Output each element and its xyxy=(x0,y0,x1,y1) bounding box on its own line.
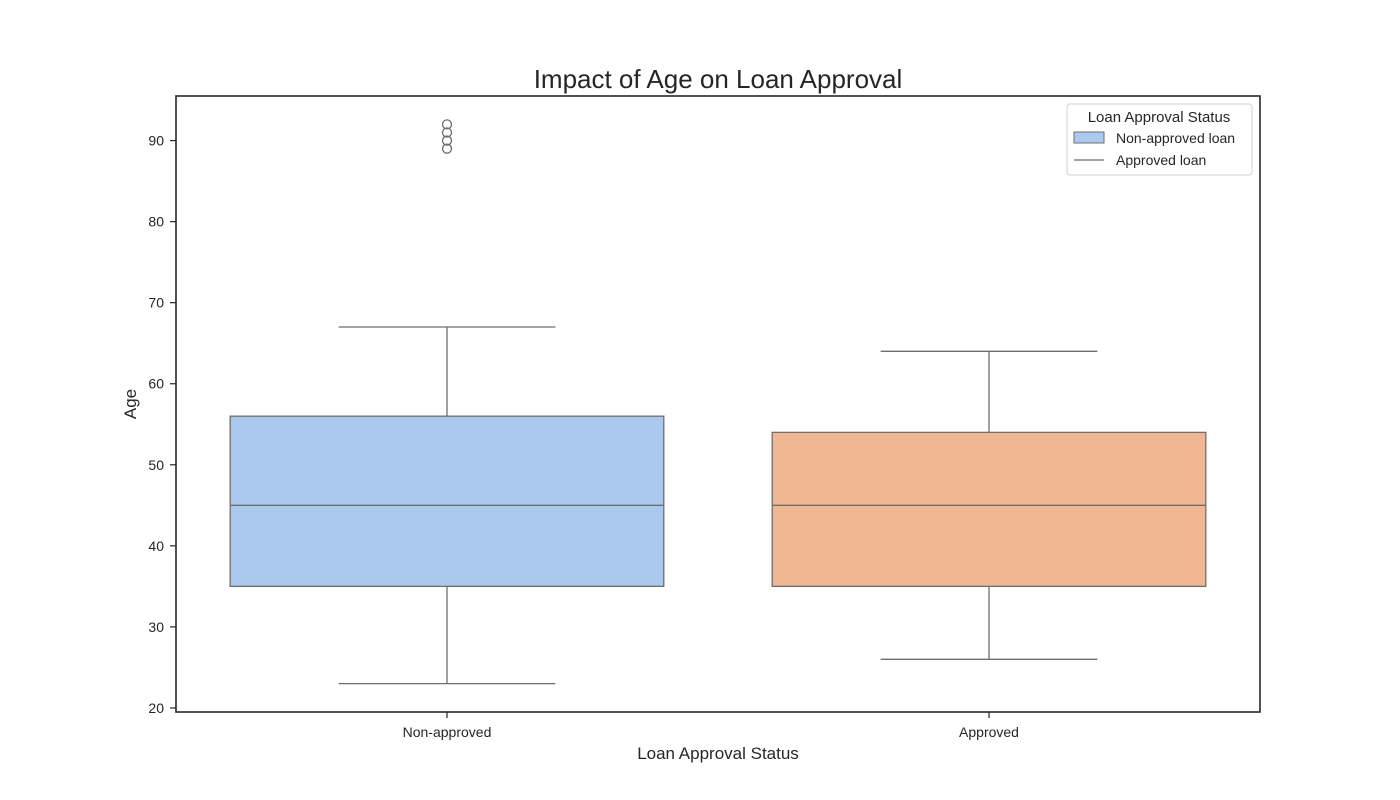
outlier-point xyxy=(441,119,453,130)
box-group-approved xyxy=(771,350,1207,660)
y-tick-label: 90 xyxy=(148,133,164,149)
y-tick-label: 70 xyxy=(148,295,164,311)
legend: Loan Approval Status Non-approved loan A… xyxy=(1066,103,1253,176)
plot-area xyxy=(229,119,1207,685)
iqr-box xyxy=(771,431,1207,588)
y-tick-label: 60 xyxy=(148,376,164,392)
y-tick-label: 80 xyxy=(148,214,164,230)
y-tick-label: 30 xyxy=(148,619,164,635)
outlier-point xyxy=(441,143,453,154)
y-axis-label: Age xyxy=(121,389,140,419)
x-tick-label: Non-approved xyxy=(403,724,492,740)
x-tick-label: Approved xyxy=(959,724,1019,740)
x-axis: Non-approved Approved xyxy=(403,712,1019,740)
outlier-point xyxy=(441,135,453,146)
y-tick-label: 40 xyxy=(148,538,164,554)
outlier-point xyxy=(441,127,453,138)
iqr-box xyxy=(229,415,665,588)
box-group-non-approved xyxy=(229,119,665,685)
legend-title: Loan Approval Status xyxy=(1088,109,1231,126)
y-tick-label: 50 xyxy=(148,457,164,473)
legend-frame xyxy=(1066,103,1253,176)
plot-frame xyxy=(175,95,1261,713)
legend-entry-approved: Approved loan xyxy=(1116,152,1206,168)
legend-swatch-non-approved xyxy=(1073,131,1105,144)
legend-entry-non-approved: Non-approved loan xyxy=(1116,130,1235,146)
y-tick-label: 20 xyxy=(148,700,164,716)
chart-title: Impact of Age on Loan Approval xyxy=(534,64,903,94)
y-axis: 20 30 40 50 60 70 80 90 xyxy=(148,133,176,716)
x-axis-label: Loan Approval Status xyxy=(637,744,799,763)
